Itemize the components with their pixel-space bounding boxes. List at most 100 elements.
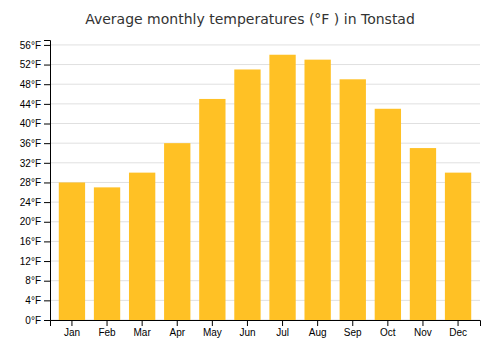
bars <box>59 55 471 320</box>
x-tick-label: Jun <box>239 327 255 338</box>
y-tick-label: 44°F <box>20 99 41 110</box>
x-tick-mark <box>107 320 108 326</box>
x-tick-label: May <box>203 327 222 338</box>
y-tick: 40°F <box>20 118 50 129</box>
y-axis-line <box>44 41 51 321</box>
y-tick-label: 48°F <box>20 79 41 90</box>
y-tick-mark <box>44 45 50 46</box>
bar <box>164 143 190 320</box>
title: Average monthly temperatures (°F ) in To… <box>85 11 415 27</box>
y-tick: 44°F <box>20 99 50 110</box>
y-tick-label: 24°F <box>20 197 41 208</box>
grid-line <box>50 143 480 144</box>
y-tick-label: 8°F <box>25 275 41 286</box>
y-tick-mark <box>44 84 50 85</box>
y-tick: 48°F <box>20 79 50 90</box>
x-tick: Jan <box>64 320 80 338</box>
bar <box>269 55 295 320</box>
y-tick: 0°F <box>25 315 50 326</box>
y-tick-mark <box>44 300 50 301</box>
bar <box>410 148 436 320</box>
bar <box>234 69 260 320</box>
x-tick-mark <box>71 320 72 326</box>
y-tick-label: 0°F <box>25 315 41 326</box>
y-tick-mark <box>44 202 50 203</box>
y-tick-mark <box>44 104 50 105</box>
x-tick: Jun <box>239 320 255 338</box>
y-tick-label: 32°F <box>20 158 41 169</box>
y-tick-label: 20°F <box>20 216 41 227</box>
x-tick-label: Aug <box>309 327 327 338</box>
x-tick: Jul <box>276 320 289 338</box>
grid-line <box>50 84 480 85</box>
x-tick-mark <box>247 320 248 326</box>
bar <box>445 173 471 320</box>
x-tick-label: Apr <box>169 327 185 338</box>
y-tick-mark <box>44 241 50 242</box>
y-tick-label: 56°F <box>20 40 41 51</box>
x-tick-mark <box>422 320 423 326</box>
x-tick-label: Jan <box>64 327 80 338</box>
y-tick-label: 4°F <box>25 295 41 306</box>
y-tick-label: 40°F <box>20 118 41 129</box>
y-tick-label: 52°F <box>20 59 41 70</box>
bar <box>340 79 366 320</box>
y-tick: 36°F <box>20 138 50 149</box>
y-tick: 24°F <box>20 197 50 208</box>
y-tick-label: 28°F <box>20 177 41 188</box>
bar <box>59 182 85 320</box>
y-tick-mark <box>44 281 50 282</box>
y-tick: 52°F <box>20 59 50 70</box>
x-tick-label: Jul <box>276 327 289 338</box>
x-tick-mark <box>282 320 283 326</box>
y-tick-mark <box>44 65 50 66</box>
y-tick-mark <box>44 320 50 321</box>
x-tick-label: Dec <box>449 327 467 338</box>
y-tick-mark <box>44 261 50 262</box>
grid-line <box>50 44 480 45</box>
y-tick-label: 16°F <box>20 236 41 247</box>
x-tick: Sep <box>344 320 362 338</box>
y-tick-mark <box>44 222 50 223</box>
x-tick-mark <box>352 320 353 326</box>
x-tick: Mar <box>134 320 152 338</box>
x-tick-mark <box>212 320 213 326</box>
y-tick-label: 36°F <box>20 138 41 149</box>
x-tick-mark <box>458 320 459 326</box>
grid-line <box>50 103 480 104</box>
bar <box>129 173 155 320</box>
y-tick: 20°F <box>20 216 50 227</box>
x-tick-label: Nov <box>414 327 432 338</box>
y-tick: 32°F <box>20 158 50 169</box>
chart: 0°F 4°F 8°F 12°F 16°F 20°F 24°F 28°F 32°F 36°F 40°… <box>0 0 500 350</box>
x-tick-label: Mar <box>134 327 152 338</box>
x-tick: Feb <box>98 320 116 338</box>
grid <box>50 45 480 320</box>
y-tick: 28°F <box>20 177 50 188</box>
x-tick: Aug <box>309 320 327 338</box>
x-tick: Nov <box>414 320 432 338</box>
y-tick-label: 12°F <box>20 256 41 267</box>
y-tick: 56°F <box>20 40 50 51</box>
grid-line <box>50 64 480 65</box>
y-tick: 16°F <box>20 236 50 247</box>
x-tick: Apr <box>169 320 185 338</box>
y-axis: 0°F 4°F 8°F 12°F 16°F 20°F 24°F 28°F 32°F 36°F 40°… <box>20 40 51 326</box>
y-tick: 4°F <box>25 295 50 306</box>
bar <box>375 109 401 320</box>
x-axis-line <box>51 321 481 327</box>
x-tick-label: Sep <box>344 327 362 338</box>
x-tick-mark <box>142 320 143 326</box>
y-tick-mark <box>44 182 50 183</box>
x-tick-label: Oct <box>380 327 396 338</box>
x-tick: Oct <box>380 320 396 338</box>
x-tick-mark <box>387 320 388 326</box>
x-tick-label: Feb <box>98 327 116 338</box>
x-tick-mark <box>317 320 318 326</box>
y-tick-mark <box>44 143 50 144</box>
y-tick: 12°F <box>20 256 50 267</box>
x-tick-mark <box>177 320 178 326</box>
grid-line <box>50 123 480 124</box>
x-axis: Jan Feb Mar Apr May Jun Jul Aug Sep Oct Nov Dec <box>51 320 481 338</box>
x-tick: Dec <box>449 320 467 338</box>
